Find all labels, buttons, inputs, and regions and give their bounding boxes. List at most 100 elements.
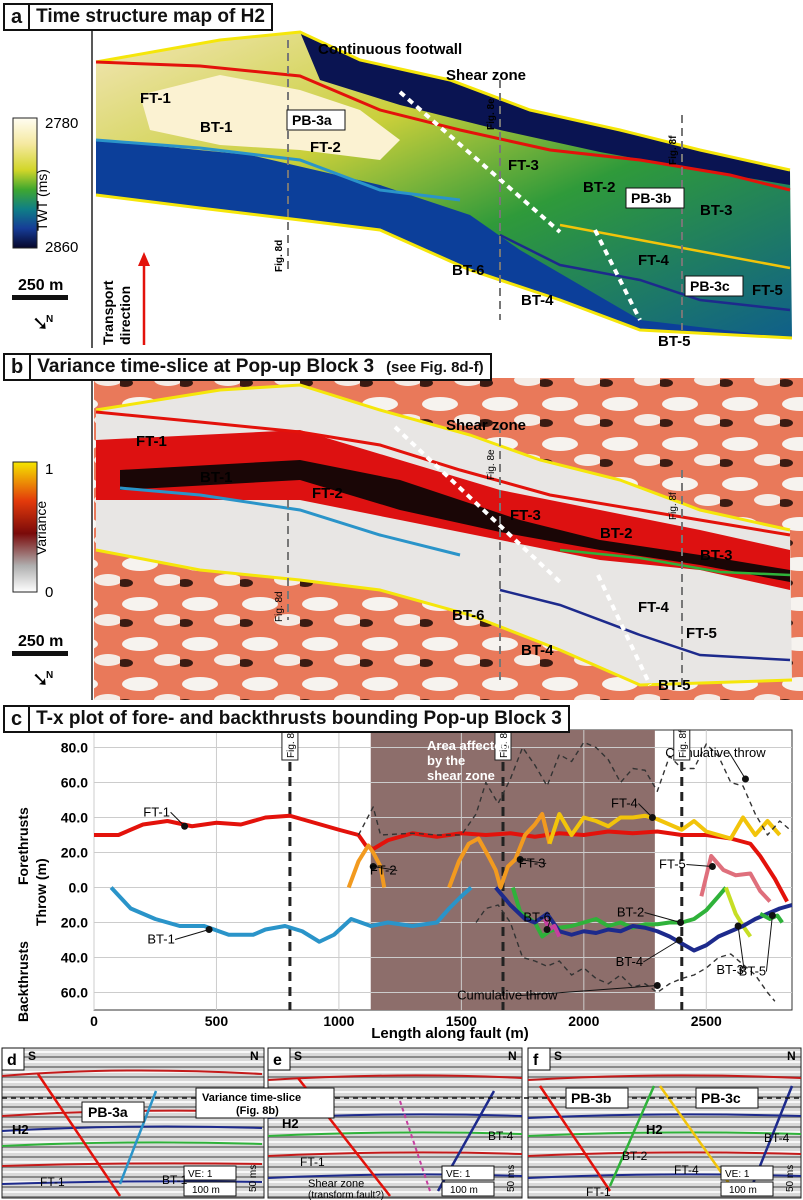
ft1-trace (95, 60, 791, 192)
y-tick-label: 40.0 (61, 810, 88, 826)
twt-top: 2780 (45, 115, 78, 132)
label-ft1-e: FT-1 (300, 1155, 325, 1169)
bt1-trace-b (119, 486, 461, 557)
ve-box (441, 1165, 495, 1181)
label-fig8e-b: Fig. 8e (486, 449, 497, 480)
sections-row: d S N VE: 1 100 m 50 ms e S N VE: 1 100 m 50 ms f S N V… (0, 1046, 803, 1200)
marker-label: Cumulative throw (457, 988, 558, 1003)
shear-zone-line-a2 (593, 229, 642, 321)
series-line-ft-5 (699, 854, 772, 903)
panel-b-slice: Variance 1 0 250 m ➘ N Shear zone FT-1 B… (12, 378, 803, 700)
label-bt3-b: BT-3 (700, 547, 733, 564)
marker-leader (729, 752, 746, 780)
bt1-trace (95, 138, 461, 202)
label-ft2-a: FT-2 (310, 139, 341, 156)
section-south: S (294, 1049, 302, 1063)
section-letter-box (1, 1047, 25, 1071)
label-h2-f: H2 (646, 1122, 663, 1137)
label-ft3-a: FT-3 (508, 157, 539, 174)
series-line-bt-3 (723, 886, 753, 938)
xlabel: Length along fault (m) (371, 1025, 528, 1042)
marker-label: BT-5 (739, 964, 766, 979)
x-tick-label: 500 (205, 1013, 229, 1029)
series-marker: Cumulative throw (457, 982, 661, 1003)
label-ft4-a: FT-4 (638, 252, 669, 269)
ylabel-throw: Throw (m) (33, 858, 49, 926)
variance-note-2: (Fig. 8b) (236, 1105, 279, 1117)
y-tick-label: 60.0 (61, 775, 88, 791)
series-marker: FT-2 (369, 863, 398, 878)
label-fig8f-b: Fig. 8f (668, 492, 679, 520)
series-line-cumulative-throw (357, 741, 793, 836)
panel-b: b Variance time-slice at Pop-up Block 3 … (0, 350, 803, 700)
scale-label: 100 m (729, 1185, 757, 1196)
label-bt4-e: BT-4 (488, 1129, 514, 1143)
label-bt6-a: BT-6 (452, 262, 485, 279)
series-marker: BT-3 (716, 922, 745, 977)
pb3a-box (81, 1101, 145, 1123)
series-line-ft-1 (94, 813, 789, 903)
throw-chart: FT-1 FT-2 FT-3 FT-4 FT-5 BT-1 BT-6 BT-2 BT-4 BT-3… (15, 727, 793, 1042)
label-ft3-b: FT-3 (510, 507, 541, 524)
panel-a-title: a Time structure map of H2 (3, 3, 273, 31)
label-bt2-f: BT-2 (622, 1149, 648, 1163)
twt-colorbar (12, 117, 38, 249)
marker-label: FT-1 (143, 804, 170, 819)
label-bt5-a: BT-5 (658, 333, 691, 348)
series-line-ft-3 (447, 812, 552, 890)
marker-leader (170, 811, 185, 827)
panel-a: a Time structure map of H2 (0, 0, 803, 348)
marker-label: BT-3 (716, 962, 743, 977)
label-shear-zone-b: Shear zone (446, 417, 526, 434)
y-tick-label: 0.0 (69, 880, 89, 896)
section-letter: d (7, 1052, 17, 1069)
panel-letter: c (5, 707, 31, 731)
series-marker: BT-4 (616, 936, 683, 969)
variance-legend-label: Variance (33, 501, 49, 555)
label-ft2-b: FT-2 (312, 485, 343, 502)
x-tick-label: 2500 (691, 1013, 722, 1029)
marker-leader (521, 985, 658, 996)
series-line-cumulative-throw (475, 904, 776, 1002)
label-pb3a: PB-3a (292, 112, 332, 128)
panel-title-text: T-x plot of fore- and backthrusts boundi… (36, 708, 562, 729)
label-h2-e: H2 (282, 1116, 299, 1131)
shaded-region (370, 730, 655, 1010)
series-marker: BT-5 (739, 912, 776, 979)
label-ft1-d: FT-1 (40, 1175, 65, 1189)
series-marker: Cumulative throw (665, 745, 766, 783)
north-arrow-b-icon: ➘ (32, 669, 49, 691)
scale-box (441, 1181, 495, 1197)
twt-bottom: 2860 (45, 239, 78, 256)
label-fig8d-a: Fig. 8d (274, 240, 285, 272)
label-h2: H2 (12, 1122, 29, 1137)
ve-label: VE: 1 (725, 1169, 750, 1180)
north-arrow-a-icon: ➘ (32, 313, 49, 335)
shaded-label-3: shear zone (427, 768, 495, 783)
panel-c: c T-x plot of fore- and backthrusts boun… (0, 702, 803, 1042)
variance-bottom: 0 (45, 584, 53, 601)
y-tick-label: 60.0 (61, 985, 88, 1001)
ve-box (720, 1165, 774, 1181)
pb3b-box (565, 1087, 629, 1109)
variance-dark (120, 460, 790, 582)
twt-legend-label: TWT (ms) (34, 169, 50, 231)
scale-box (183, 1181, 237, 1197)
ms-label: 50 ms (785, 1165, 796, 1192)
x-tick-label: 1000 (323, 1013, 354, 1029)
series-line-bt-6 (542, 918, 562, 938)
y-tick-label: 40.0 (61, 950, 88, 966)
pb3c-box (695, 1087, 759, 1109)
series-marker: BT-1 (147, 926, 213, 947)
section-south: S (28, 1049, 36, 1063)
reference-label-text: Fig. 8d (286, 727, 297, 758)
scale-label: 100 m (192, 1185, 220, 1196)
marker-label: BT-1 (147, 932, 174, 947)
ft1-trace-b (95, 410, 791, 537)
marker-leader (643, 939, 680, 963)
ve-label: VE: 1 (188, 1169, 213, 1180)
label-ft1-a: FT-1 (140, 90, 171, 107)
marker-leader (686, 864, 713, 867)
panel-a-map: TWT (ms) 2780 2860 250 m ➘ N Transport d… (12, 28, 803, 348)
ms-label: 50 ms (506, 1165, 517, 1192)
